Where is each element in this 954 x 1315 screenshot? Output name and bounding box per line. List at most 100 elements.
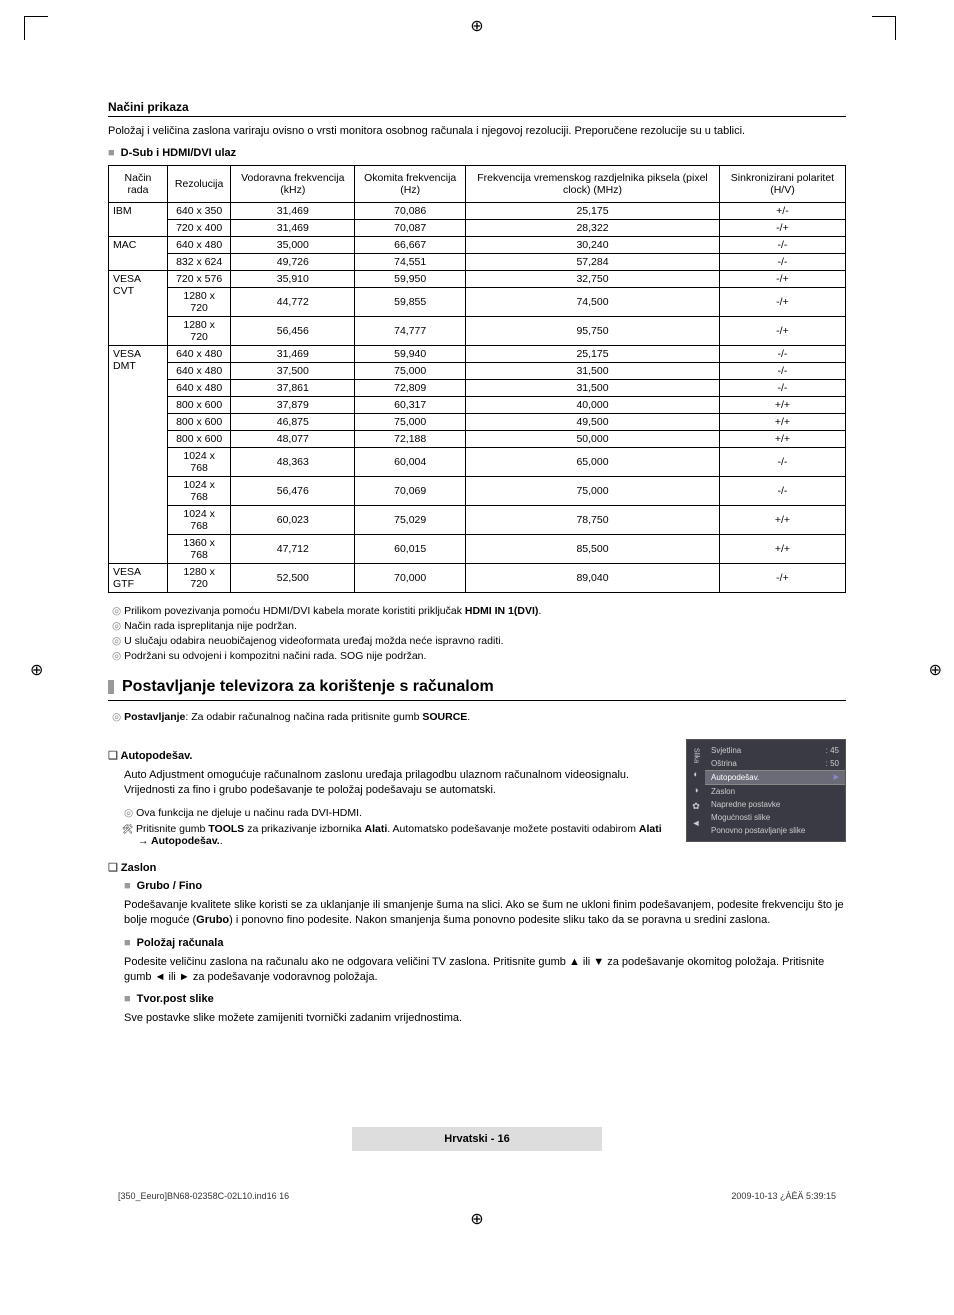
note-item: Način rada ispreplitanja nije podržan. — [126, 620, 846, 632]
table-cell: 1280 x 720 — [167, 564, 230, 593]
grubo-fino-title: Grubo / Fino — [124, 880, 846, 892]
table-cell: 60,023 — [231, 506, 355, 535]
table-cell: -/- — [719, 237, 845, 254]
table-cell: 25,175 — [466, 346, 720, 363]
table-row: 1360 x 76847,71260,01585,500+/+ — [109, 535, 846, 564]
table-cell: 66,667 — [355, 237, 466, 254]
table-cell: 89,040 — [466, 564, 720, 593]
mode-name-cell: VESA DMT — [109, 346, 168, 564]
table-cell: 49,500 — [466, 414, 720, 431]
note-item: U slučaju odabira neuobičajenog videofor… — [126, 635, 846, 647]
table-cell: -/- — [719, 477, 845, 506]
table-cell: 59,940 — [355, 346, 466, 363]
table-row: IBM640 x 35031,46970,08625,175+/- — [109, 203, 846, 220]
display-modes-table: Način radaRezolucijaVodoravna frekvencij… — [108, 165, 846, 593]
registration-mark-right: ⊕ — [929, 660, 942, 680]
osd-menu-row: Zaslon — [705, 785, 845, 798]
table-cell: 32,750 — [466, 271, 720, 288]
table-cell: 49,726 — [231, 254, 355, 271]
section-title-setup-pc: Postavljanje televizora za korištenje s … — [108, 678, 846, 701]
table-cell: 640 x 480 — [167, 380, 230, 397]
table-cell: -/+ — [719, 288, 845, 317]
table-row: 1280 x 72044,77259,85574,500-/+ — [109, 288, 846, 317]
osd-sidebar-icons: Slika ◐ ◑ ✿ ◄ — [687, 744, 705, 837]
polozaj-title: Položaj računala — [124, 937, 846, 949]
table-cell: 46,875 — [231, 414, 355, 431]
table-cell: -/- — [719, 448, 845, 477]
registration-mark-top: ⊕ — [470, 16, 483, 36]
table-cell: 31,469 — [231, 346, 355, 363]
table-cell: 31,500 — [466, 363, 720, 380]
table-row: 800 x 60037,87960,31740,000+/+ — [109, 397, 846, 414]
table-cell: -/- — [719, 346, 845, 363]
table-row: VESA CVT720 x 57635,91059,95032,750-/+ — [109, 271, 846, 288]
table-row: 832 x 62449,72674,55157,284-/- — [109, 254, 846, 271]
table-cell: 720 x 400 — [167, 220, 230, 237]
table-cell: 70,000 — [355, 564, 466, 593]
table-cell: 74,551 — [355, 254, 466, 271]
tvor-title: Tvor.post slike — [124, 993, 846, 1005]
auto-note1: Ova funkcija ne djeluje u načinu rada DV… — [138, 807, 674, 819]
table-cell: 74,500 — [466, 288, 720, 317]
table-cell: 28,322 — [466, 220, 720, 237]
table-cell: 75,000 — [355, 414, 466, 431]
table-cell: -/- — [719, 254, 845, 271]
setup-note: Postavljanje: Za odabir računalnog način… — [126, 711, 846, 723]
osd-icon: ◐ — [693, 769, 698, 779]
table-cell: 35,910 — [231, 271, 355, 288]
table-cell: 70,087 — [355, 220, 466, 237]
table-cell: 31,469 — [231, 220, 355, 237]
table-header-cell: Okomita frekvencija (Hz) — [355, 166, 466, 203]
table-cell: 25,175 — [466, 203, 720, 220]
table-row: VESA DMT640 x 48031,46959,94025,175-/- — [109, 346, 846, 363]
table-cell: 1280 x 720 — [167, 288, 230, 317]
osd-menu-row: Oštrina: 50 — [705, 757, 845, 770]
table-cell: 800 x 600 — [167, 397, 230, 414]
table-cell: 75,000 — [355, 363, 466, 380]
table-cell: -/- — [719, 380, 845, 397]
table-cell: +/- — [719, 203, 845, 220]
table-cell: 78,750 — [466, 506, 720, 535]
table-cell: 1360 x 768 — [167, 535, 230, 564]
osd-icon: ✿ — [692, 801, 700, 812]
auto-adjust-body: Auto Adjustment omogućuje računalnom zas… — [124, 768, 674, 799]
table-cell: -/+ — [719, 220, 845, 237]
tvor-body: Sve postavke slike možete zamijeniti tvo… — [124, 1011, 846, 1026]
table-cell: 56,456 — [231, 317, 355, 346]
table-cell: +/+ — [719, 397, 845, 414]
osd-icon: ◑ — [693, 785, 698, 795]
table-row: 1024 x 76848,36360,00465,000-/- — [109, 448, 846, 477]
osd-menu-row: Autopodešav. — [705, 770, 845, 785]
table-cell: 640 x 480 — [167, 346, 230, 363]
table-cell: 72,809 — [355, 380, 466, 397]
table-cell: 1280 x 720 — [167, 317, 230, 346]
table-cell: 640 x 350 — [167, 203, 230, 220]
table-cell: -/+ — [719, 317, 845, 346]
table-cell: 59,950 — [355, 271, 466, 288]
table-cell: 37,500 — [231, 363, 355, 380]
osd-side-label: Slika — [693, 748, 700, 763]
table-cell: 37,879 — [231, 397, 355, 414]
auto-adjust-title: Autopodešav. — [108, 749, 674, 762]
table-cell: 35,000 — [231, 237, 355, 254]
polozaj-body: Podesite veličinu zaslona na računalu ak… — [124, 955, 846, 986]
table-cell: 800 x 600 — [167, 431, 230, 448]
note-item: Prilikom povezivanja pomoću HDMI/DVI kab… — [126, 605, 846, 617]
table-row: 720 x 40031,46970,08728,322-/+ — [109, 220, 846, 237]
table-cell: 70,086 — [355, 203, 466, 220]
table-cell: 640 x 480 — [167, 237, 230, 254]
table-cell: +/+ — [719, 506, 845, 535]
table-cell: 60,004 — [355, 448, 466, 477]
table-cell: 52,500 — [231, 564, 355, 593]
table-cell: 31,500 — [466, 380, 720, 397]
print-timestamp: 2009-10-13 ¿ÀÈÄ 5:39:15 — [731, 1191, 836, 1201]
mode-name-cell: VESA GTF — [109, 564, 168, 593]
table-cell: 60,317 — [355, 397, 466, 414]
table-cell: 640 x 480 — [167, 363, 230, 380]
osd-menu-row: Svjetlina: 45 — [705, 744, 845, 757]
table-cell: 48,363 — [231, 448, 355, 477]
registration-mark-left: ⊕ — [30, 660, 43, 680]
registration-mark-bottom: ⊕ — [470, 1209, 483, 1229]
table-row: 640 x 48037,86172,80931,500-/- — [109, 380, 846, 397]
table-row: 1280 x 72056,45674,77795,750-/+ — [109, 317, 846, 346]
